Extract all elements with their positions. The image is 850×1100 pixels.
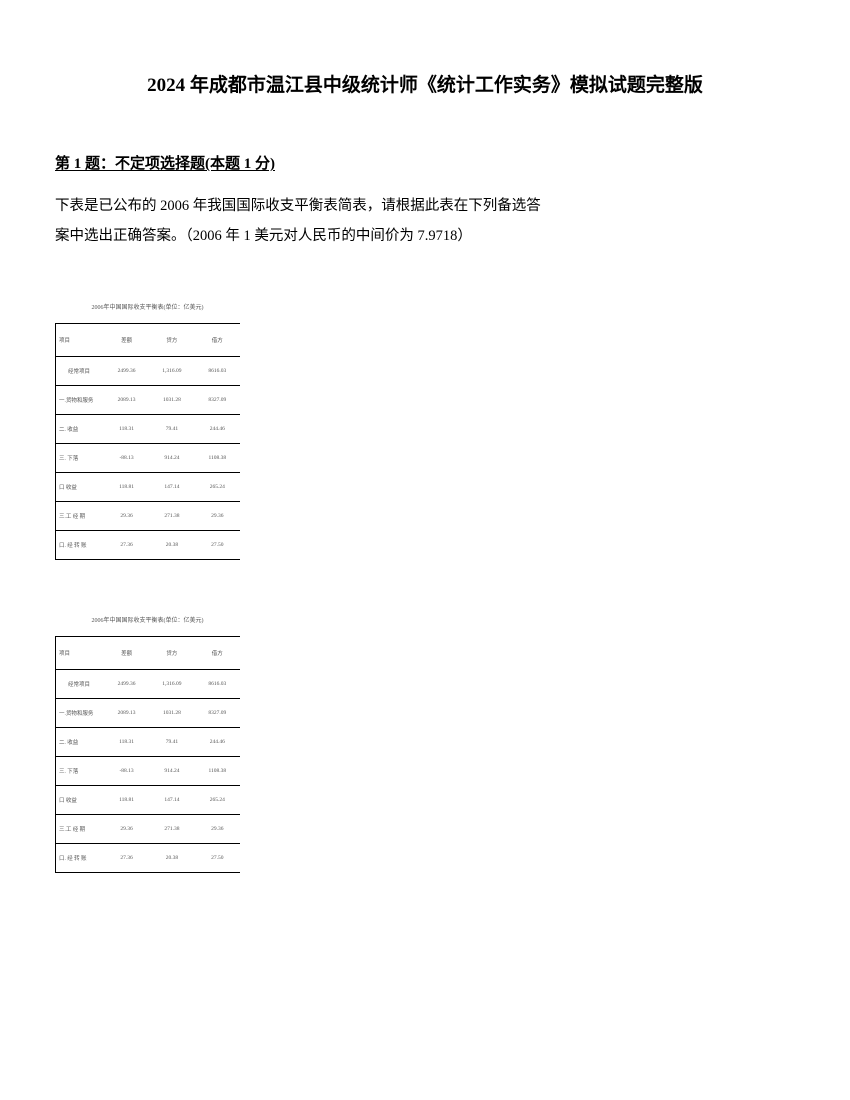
cell: 27.50: [195, 530, 240, 559]
cell: 口 收益: [56, 472, 104, 501]
th-balance: 差额: [104, 323, 149, 356]
cell: 二. 收益: [56, 414, 104, 443]
cell: 1031.28: [149, 385, 194, 414]
bop-table-2: 项目 差额 贷方 借方 经常项目 2499.36 1,316.09 8616.0…: [55, 636, 240, 873]
cell: 8616.03: [195, 669, 240, 698]
cell: 27.50: [195, 843, 240, 872]
cell: 118.81: [104, 785, 149, 814]
cell: 8327.09: [195, 385, 240, 414]
document-title: 2024 年成都市温江县中级统计师《统计工作实务》模拟试题完整版: [55, 70, 795, 97]
cell: 29.36: [104, 814, 149, 843]
question-line-1: 下表是已公布的 2006 年我国国际收支平衡表简表，请根据此表在下列备选答: [55, 191, 795, 221]
cell: -88.13: [104, 443, 149, 472]
cell: 8327.09: [195, 698, 240, 727]
cell: 27.36: [104, 530, 149, 559]
cell: 29.36: [195, 814, 240, 843]
cell: 29.36: [104, 501, 149, 530]
question-body: 下表是已公布的 2006 年我国国际收支平衡表简表，请根据此表在下列备选答 案中…: [55, 191, 795, 252]
cell: 1,316.09: [149, 669, 194, 698]
question-header: 第 1 题：不定项选择题(本题 1 分): [55, 152, 795, 173]
th-balance: 差额: [104, 636, 149, 669]
cell: 三. 下落: [56, 756, 104, 785]
th-credit: 贷方: [149, 323, 194, 356]
cell: 2499.36: [104, 669, 149, 698]
cell: 271.38: [149, 501, 194, 530]
th-debit: 借方: [195, 323, 240, 356]
cell: 经常项目: [56, 669, 104, 698]
cell: 27.36: [104, 843, 149, 872]
data-table-1: 2006年中国国际收支平衡表(单位：亿美元) 项目 差额 贷方 借方 经常项目 …: [55, 302, 240, 560]
cell: 914.24: [149, 756, 194, 785]
cell: 20.38: [149, 843, 194, 872]
question-line-2: 案中选出正确答案。（2006 年 1 美元对人民币的中间价为 7.9718）: [55, 221, 795, 251]
cell: 二. 收益: [56, 727, 104, 756]
th-item: 项目: [56, 323, 104, 356]
cell: 口 收益: [56, 785, 104, 814]
cell: 79.41: [149, 727, 194, 756]
cell: 118.81: [104, 472, 149, 501]
cell: 经常项目: [56, 356, 104, 385]
cell: 8616.03: [195, 356, 240, 385]
cell: 三.工 经 期: [56, 501, 104, 530]
cell: 一.货物和服务: [56, 385, 104, 414]
cell: 244.46: [195, 414, 240, 443]
cell: 29.36: [195, 501, 240, 530]
cell: 三. 下落: [56, 443, 104, 472]
data-table-2: 2006年中国国际收支平衡表(单位：亿美元) 项目 差额 贷方 借方 经常项目 …: [55, 615, 240, 873]
cell: 914.24: [149, 443, 194, 472]
th-debit: 借方: [195, 636, 240, 669]
th-item: 项目: [56, 636, 104, 669]
cell: 147.14: [149, 785, 194, 814]
cell: -88.13: [104, 756, 149, 785]
cell: 79.41: [149, 414, 194, 443]
cell: 2089.13: [104, 698, 149, 727]
cell: 20.38: [149, 530, 194, 559]
bop-table-1: 项目 差额 贷方 借方 经常项目 2499.36 1,316.09 8616.0…: [55, 323, 240, 560]
cell: 265.24: [195, 785, 240, 814]
cell: 一.货物和服务: [56, 698, 104, 727]
cell: 244.46: [195, 727, 240, 756]
cell: 1031.28: [149, 698, 194, 727]
cell: 2089.13: [104, 385, 149, 414]
cell: 147.14: [149, 472, 194, 501]
cell: 2499.36: [104, 356, 149, 385]
cell: 265.24: [195, 472, 240, 501]
cell: 118.31: [104, 727, 149, 756]
cell: 1108.38: [195, 756, 240, 785]
cell: 口. 经 转 账: [56, 530, 104, 559]
table-title-2: 2006年中国国际收支平衡表(单位：亿美元): [55, 615, 240, 624]
th-credit: 贷方: [149, 636, 194, 669]
cell: 1108.38: [195, 443, 240, 472]
table-title-1: 2006年中国国际收支平衡表(单位：亿美元): [55, 302, 240, 311]
cell: 118.31: [104, 414, 149, 443]
cell: 271.38: [149, 814, 194, 843]
cell: 口. 经 转 账: [56, 843, 104, 872]
cell: 1,316.09: [149, 356, 194, 385]
cell: 三.工 经 期: [56, 814, 104, 843]
